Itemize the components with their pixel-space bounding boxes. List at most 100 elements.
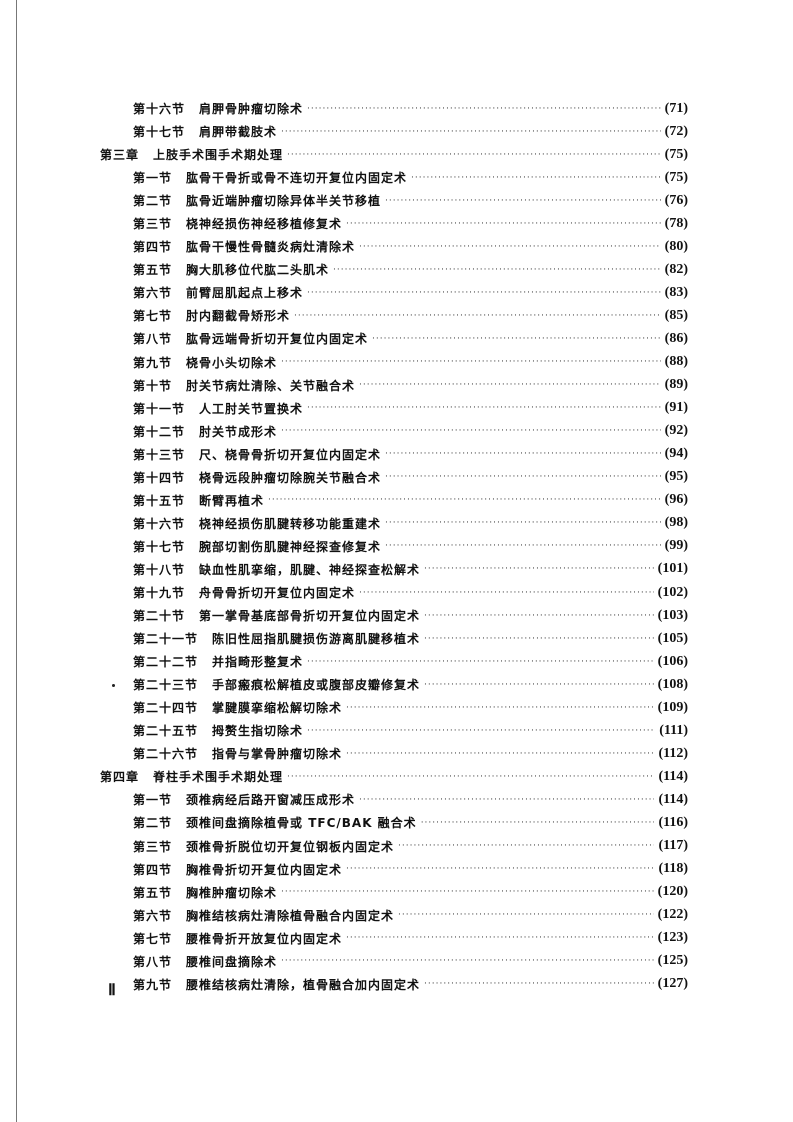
entry-title: 腰椎结核病灶清除，植骨融合加内固定术 [186,977,421,992]
entry-page: (86) [664,330,688,346]
entry-title: 肱骨近端肿瘤切除异体半关节移植 [186,194,382,209]
entry-page: (118) [658,861,688,877]
entry-page: (76) [664,192,688,208]
dot-leader [424,634,654,644]
entry-label: 第七节 [133,931,173,946]
entry-title: 腕部切割伤肌腱神经探查修复术 [199,539,382,554]
entry-title: 颈椎间盘摘除植骨或 TFC/BAK 融合术 [186,816,417,831]
dot-leader [359,795,654,805]
dot-leader [421,818,655,828]
entry-page: (99) [664,538,688,554]
entry-title: 胸椎结核病灶清除植骨融合内固定术 [186,908,395,923]
entry-label: 第八节 [133,954,173,969]
entry-label: 第十九节 [133,586,186,600]
page-edge-line [16,0,17,1122]
entry-title: 颈椎骨折脱位切开复位钢板内固定术 [186,839,395,854]
entry-title: 肘关节病灶清除、关节融合术 [186,378,356,393]
entry-label: 第四节 [133,240,173,255]
entry-title: 手部瘢痕松解植皮或腹部皮瓣修复术 [212,678,421,693]
dot-leader [333,265,661,275]
entry-label: 第二十六节 [133,747,199,762]
entry-label: 第二节 [133,816,173,831]
entry-page: (105) [657,630,688,646]
entry-title: 断臂再植术 [199,493,265,508]
entry-page: (114) [658,768,688,784]
entry-label: 第十八节 [133,562,186,577]
entry-page: (75) [664,146,688,162]
entry-label: 第三节 [133,839,173,854]
entry-label: 第十五节 [133,493,186,508]
entry-title: 胸椎骨折切开复位内固定术 [186,862,343,877]
scan-speck [112,684,115,687]
entry-page: (111) [659,722,688,738]
table-of-contents: 第十六节肩胛骨肿瘤切除术(71)第十七节肩胛带截肢术(72)第三章上肢手术围手术… [100,97,688,996]
dot-leader [385,541,661,551]
entry-label: 第二十节 [133,609,186,624]
dot-leader [346,219,661,229]
entry-label: 第九节 [133,977,173,992]
dot-leader [424,611,654,621]
dot-leader [346,749,654,759]
entry-page: (89) [664,377,688,393]
entry-title: 脊柱手术围手术期处理 [153,770,284,785]
entry-label: 第四章 [100,770,140,785]
entry-label: 第一节 [133,171,173,186]
dot-leader [307,104,661,114]
entry-page: (92) [664,423,688,439]
dot-leader [385,518,661,528]
entry-label: 第八节 [133,332,173,347]
entry-title: 胸大肌移位代肱二头肌术 [186,263,330,278]
entry-page: (103) [657,607,688,623]
dot-leader [281,887,654,897]
entry-page: (98) [664,515,688,531]
dot-leader [359,380,661,390]
entry-page: (96) [664,492,688,508]
entry-page: (109) [657,699,688,715]
entry-title: 上肢手术围手术期处理 [153,148,284,163]
entry-title: 肱骨干慢性骨髓炎病灶清除术 [186,240,356,255]
entry-page: (82) [664,261,688,277]
dot-leader [281,357,661,367]
entry-page: (123) [657,930,688,946]
entry-title: 肩胛带截肢术 [199,125,278,140]
entry-title: 桡神经损伤神经移植修复术 [186,217,343,232]
entry-title: 缺血性肌挛缩，肌腱、神经探查松解术 [199,562,421,577]
entry-label: 第十六节 [133,102,186,117]
entry-label: 第二十二节 [133,655,199,670]
dot-leader [281,956,654,966]
entry-page: (95) [664,469,688,485]
dot-leader [307,403,661,413]
dot-leader [424,564,654,574]
entry-title: 胸椎肿瘤切除术 [186,885,278,900]
dot-leader [372,334,661,344]
entry-title: 肱骨远端骨折切开复位内固定术 [186,332,369,347]
dot-leader [294,311,661,321]
entry-title: 并指畸形整复术 [212,655,304,670]
dot-leader [287,772,654,782]
dot-leader [424,680,654,690]
entry-title: 尺、桡骨骨折切开复位内固定术 [199,447,382,462]
dot-leader [346,703,654,713]
